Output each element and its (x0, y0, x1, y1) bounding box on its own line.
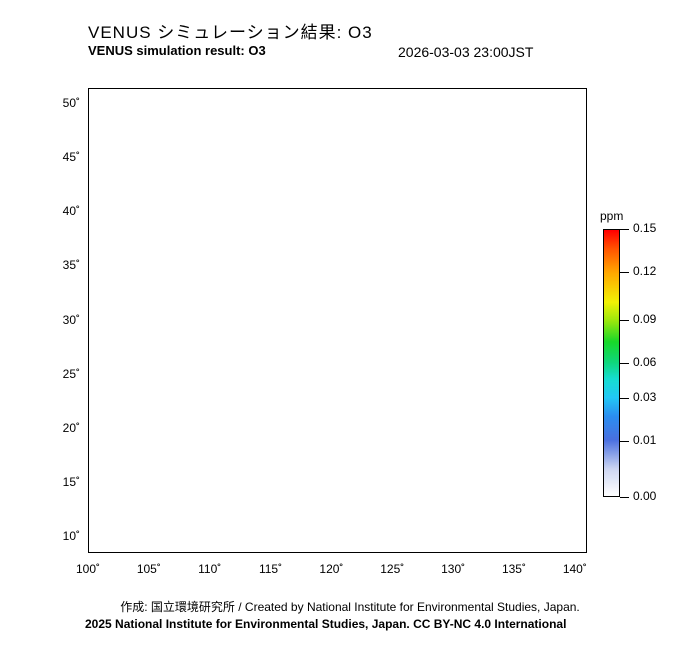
colorbar-tick (620, 271, 629, 273)
footer-credit-line: 作成: 国立環境研究所 / Created by National Instit… (120, 600, 580, 614)
colorbar-tick-label: 0.01 (633, 432, 657, 447)
colorbar-tick-label: 0.12 (633, 263, 657, 278)
colorbar (603, 229, 620, 497)
colorbar-tick (620, 440, 629, 442)
colorbar-gradient (604, 230, 619, 496)
latitude-tick-label: 10˚ (62, 528, 80, 543)
longitude-tick-label: 100˚ (75, 562, 101, 576)
colorbar-tick (620, 320, 629, 322)
latitude-tick-label: 40˚ (62, 204, 80, 219)
colorbar-tick (620, 497, 629, 498)
longitude-tick-label: 135˚ (501, 562, 526, 576)
longitude-tick-label: 110˚ (198, 562, 222, 576)
latitude-tick-label: 45˚ (62, 150, 80, 165)
colorbar-unit-label: ppm (600, 209, 624, 223)
longitude-tick-label: 120˚ (319, 562, 344, 576)
longitude-tick-label: 115˚ (258, 562, 283, 576)
latitude-tick-label: 30˚ (62, 312, 80, 327)
colorbar-tick-label: 0.03 (633, 389, 657, 404)
latitude-tick-label: 15˚ (62, 474, 80, 489)
longitude-tick-label: 140˚ (562, 562, 587, 576)
latitude-tick-label: 20˚ (62, 420, 80, 435)
colorbar-tick (620, 363, 629, 364)
page-title-japanese: VENUS シミュレーション結果: O3 (88, 23, 373, 42)
page-title-english: VENUS simulation result: O3 (88, 43, 266, 58)
longitude-tick-label: 125˚ (380, 562, 405, 576)
colorbar-tick (620, 397, 629, 399)
longitude-tick-label: 105˚ (136, 562, 161, 576)
longitude-tick-label: 130˚ (441, 562, 466, 576)
latitude-tick-label: 35˚ (62, 258, 80, 273)
colorbar-tick-label: 0.09 (633, 312, 657, 327)
colorbar-tick-label: 0.15 (633, 221, 657, 235)
colorbar-tick (620, 229, 629, 230)
colorbar-tick-label: 0.06 (633, 355, 657, 369)
plot-frame (88, 88, 587, 553)
colorbar-tick-label: 0.00 (633, 489, 657, 503)
latitude-tick-label: 50˚ (62, 96, 80, 111)
latitude-tick-label: 25˚ (62, 366, 80, 381)
timestamp-label: 2026-03-03 23:00JST (398, 44, 534, 60)
footer-license-line: 2025 National Institute for Environmenta… (85, 617, 567, 631)
